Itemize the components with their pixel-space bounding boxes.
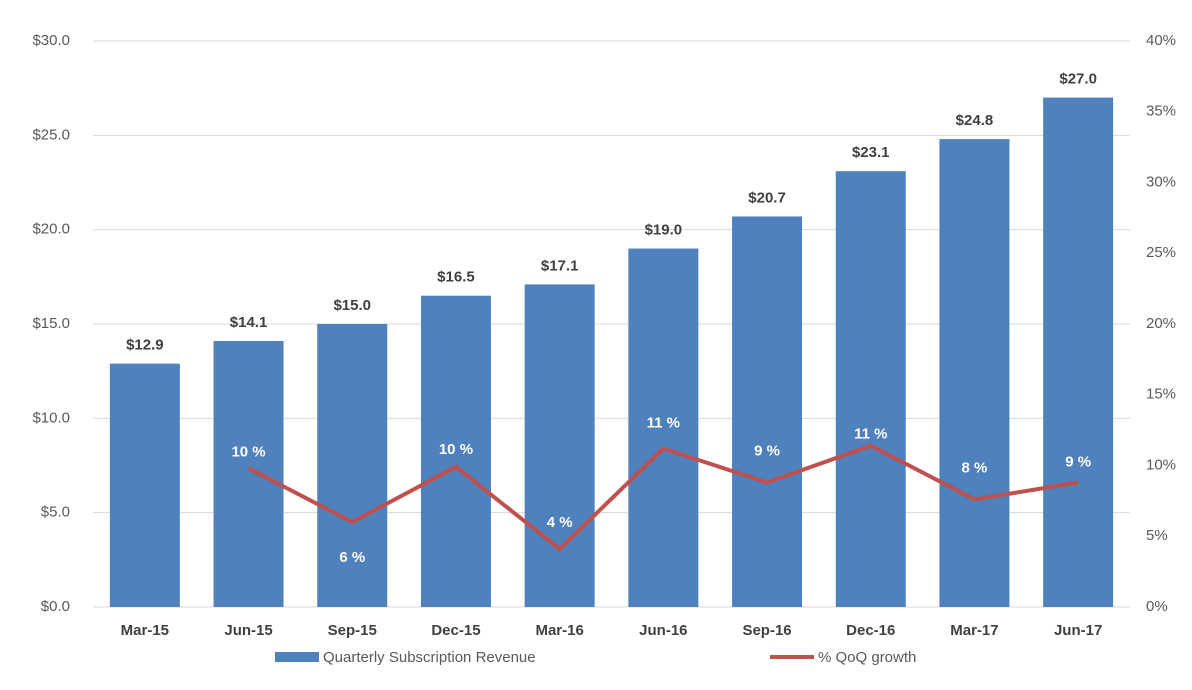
y2-tick-label: 25%	[1146, 244, 1176, 261]
line-value-label: 11 %	[647, 414, 680, 431]
y-tick-label: $25.0	[32, 126, 70, 143]
x-tick-label: Mar-15	[121, 622, 169, 639]
bar-value-label: $19.0	[645, 222, 683, 239]
y2-tick-label: 5%	[1146, 527, 1168, 544]
bar	[109, 363, 180, 607]
bar	[213, 340, 284, 607]
bar	[1043, 97, 1114, 607]
x-tick-label: Sep-15	[328, 622, 377, 639]
bar-value-label: $12.9	[126, 337, 164, 354]
line-value-label: 10 %	[231, 443, 265, 460]
bar	[732, 216, 803, 607]
bar-value-label: $17.1	[541, 257, 579, 274]
y-tick-label: $15.0	[32, 315, 70, 332]
line-value-label: 10 %	[439, 441, 473, 458]
x-tick-label: Mar-17	[950, 622, 998, 639]
bar	[420, 295, 491, 607]
y2-tick-label: 40%	[1146, 32, 1176, 49]
legend-label: % QoQ growth	[818, 649, 916, 666]
x-tick-label: Mar-16	[535, 622, 583, 639]
y-tick-label: $20.0	[32, 221, 70, 238]
y2-tick-label: 20%	[1146, 315, 1176, 332]
line-value-label: 9 %	[1065, 453, 1091, 470]
line-value-label: 8 %	[962, 459, 988, 476]
x-tick-label: Jun-16	[639, 622, 687, 639]
line-value-label: 11 %	[854, 426, 887, 443]
bar	[628, 248, 699, 608]
line-value-label: 4 %	[547, 514, 573, 531]
y2-tick-label: 30%	[1146, 173, 1176, 190]
bar	[317, 324, 388, 607]
y2-tick-label: 0%	[1146, 598, 1168, 615]
x-tick-label: Dec-15	[431, 622, 480, 639]
x-tick-label: Dec-16	[846, 622, 895, 639]
bar	[524, 284, 595, 607]
line-value-label: 9 %	[754, 442, 780, 459]
bar-value-label: $14.1	[230, 314, 268, 331]
x-tick-label: Sep-16	[742, 622, 791, 639]
growth-line	[247, 443, 1079, 552]
bar-value-label: $23.1	[852, 144, 890, 161]
bar-value-label: $27.0	[1059, 71, 1097, 88]
bar-value-label: $15.0	[333, 297, 371, 314]
bar-value-label: $16.5	[437, 269, 475, 286]
y2-tick-label: 35%	[1146, 103, 1176, 120]
y-tick-label: $0.0	[41, 598, 70, 615]
bar	[939, 139, 1010, 607]
y-tick-label: $30.0	[32, 32, 70, 49]
y2-tick-label: 10%	[1146, 456, 1176, 473]
y-tick-label: $10.0	[32, 409, 70, 426]
y2-tick-label: 15%	[1146, 386, 1176, 403]
x-tick-label: Jun-15	[224, 622, 272, 639]
bar	[835, 171, 906, 607]
legend-swatch	[275, 652, 319, 662]
y-tick-label: $5.0	[41, 504, 70, 521]
x-tick-label: Jun-17	[1054, 622, 1102, 639]
bar-value-label: $20.7	[748, 189, 786, 206]
legend-label: Quarterly Subscription Revenue	[323, 649, 536, 666]
line-value-label: 6 %	[339, 549, 365, 566]
bar-value-label: $24.8	[956, 112, 994, 129]
